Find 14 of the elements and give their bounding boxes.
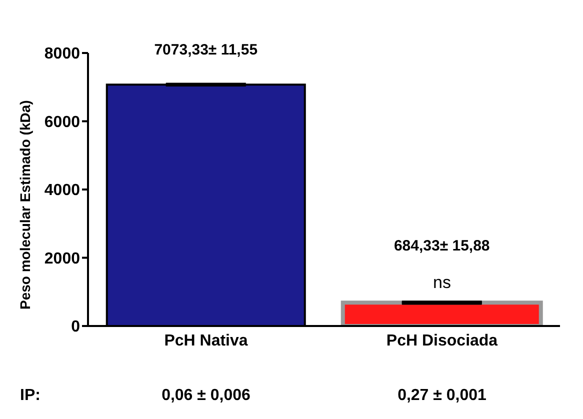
x-tick-label: PcH Nativa — [164, 332, 248, 350]
y-tick-label: 4000 — [44, 182, 80, 200]
text: 0,27 ± 0,001 — [396, 387, 488, 405]
y-axis-title: Peso molecular Estimado (kDa) — [16, 100, 33, 310]
y-tick-label: 8000 — [44, 46, 80, 63]
y-tick-label: 6000 — [44, 114, 80, 131]
text: 0,06 ± 0,006 — [160, 387, 252, 405]
y-tick-label: 0 — [71, 318, 80, 336]
text: IP: — [20, 387, 40, 405]
data-label: 684,33± 15,88 — [394, 238, 490, 255]
x-tick-label: PcH Disociada — [386, 332, 498, 350]
y-tick-label: 2000 — [44, 250, 80, 268]
annotation: ns — [432, 272, 452, 293]
data-label: 7073,33± 11,55 — [154, 42, 258, 59]
